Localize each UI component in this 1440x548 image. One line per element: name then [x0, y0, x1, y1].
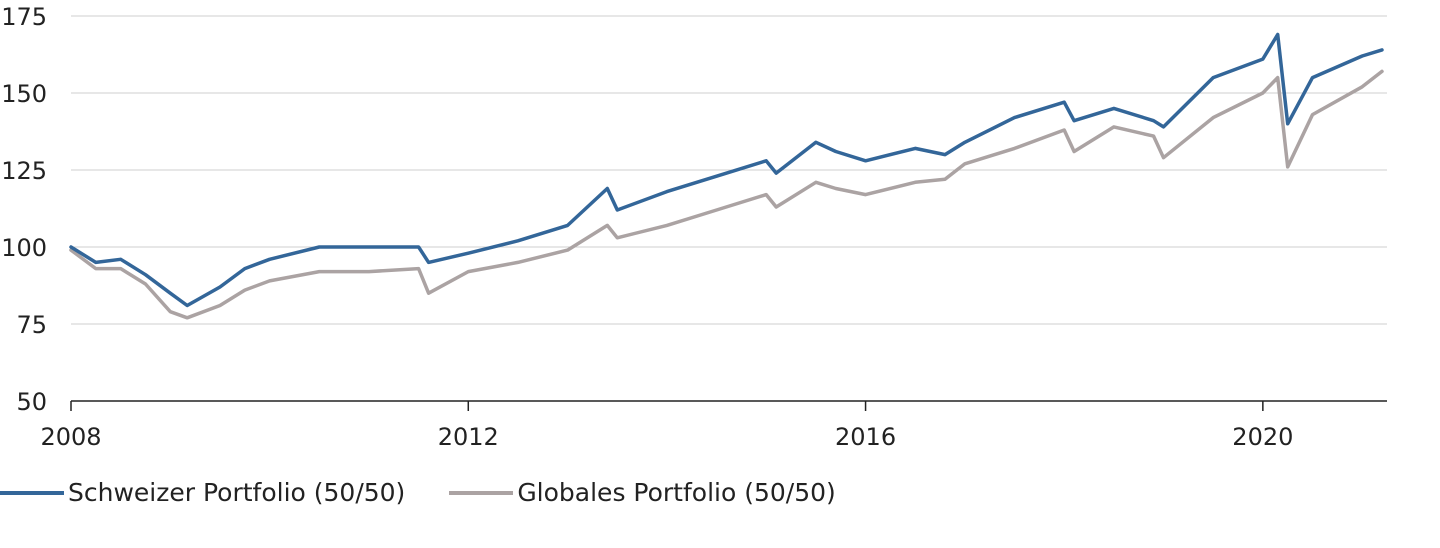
series-line-schweizer: [69, 32, 1384, 308]
legend-label-schweizer: Schweizer Portfolio (50/50): [68, 478, 406, 507]
x-tick-label-2016: 2016: [835, 423, 896, 451]
x-axis: 2008 2012 2016 2020: [40, 400, 1387, 451]
line-chart: 50 75 100 125 150 175 2008 2012 2016 2020: [1, 3, 1387, 451]
legend-swatch-globales: [449, 490, 514, 495]
series-lines: [69, 32, 1384, 320]
x-tick-label-2008: 2008: [40, 423, 101, 451]
y-tick-label-50: 50: [16, 388, 47, 416]
y-tick-label-75: 75: [16, 311, 47, 339]
legend-swatch-schweizer: [0, 490, 64, 495]
legend-item-globales: Globales Portfolio (50/50): [449, 478, 836, 507]
x-tick-label-2020: 2020: [1232, 423, 1293, 451]
legend-item-schweizer: Schweizer Portfolio (50/50): [0, 478, 405, 507]
y-tick-label-100: 100: [1, 234, 47, 262]
y-axis-tick-labels: 50 75 100 125 150 175: [1, 3, 47, 416]
y-tick-label-150: 150: [1, 80, 47, 108]
y-tick-label-125: 125: [1, 157, 47, 185]
y-tick-label-175: 175: [1, 3, 47, 31]
grid-lines: [71, 15, 1387, 325]
legend: Schweizer Portfolio (50/50) Globales Por…: [0, 478, 880, 507]
series-line-globales: [69, 69, 1384, 320]
legend-label-globales: Globales Portfolio (50/50): [517, 478, 836, 507]
x-tick-label-2012: 2012: [438, 423, 499, 451]
